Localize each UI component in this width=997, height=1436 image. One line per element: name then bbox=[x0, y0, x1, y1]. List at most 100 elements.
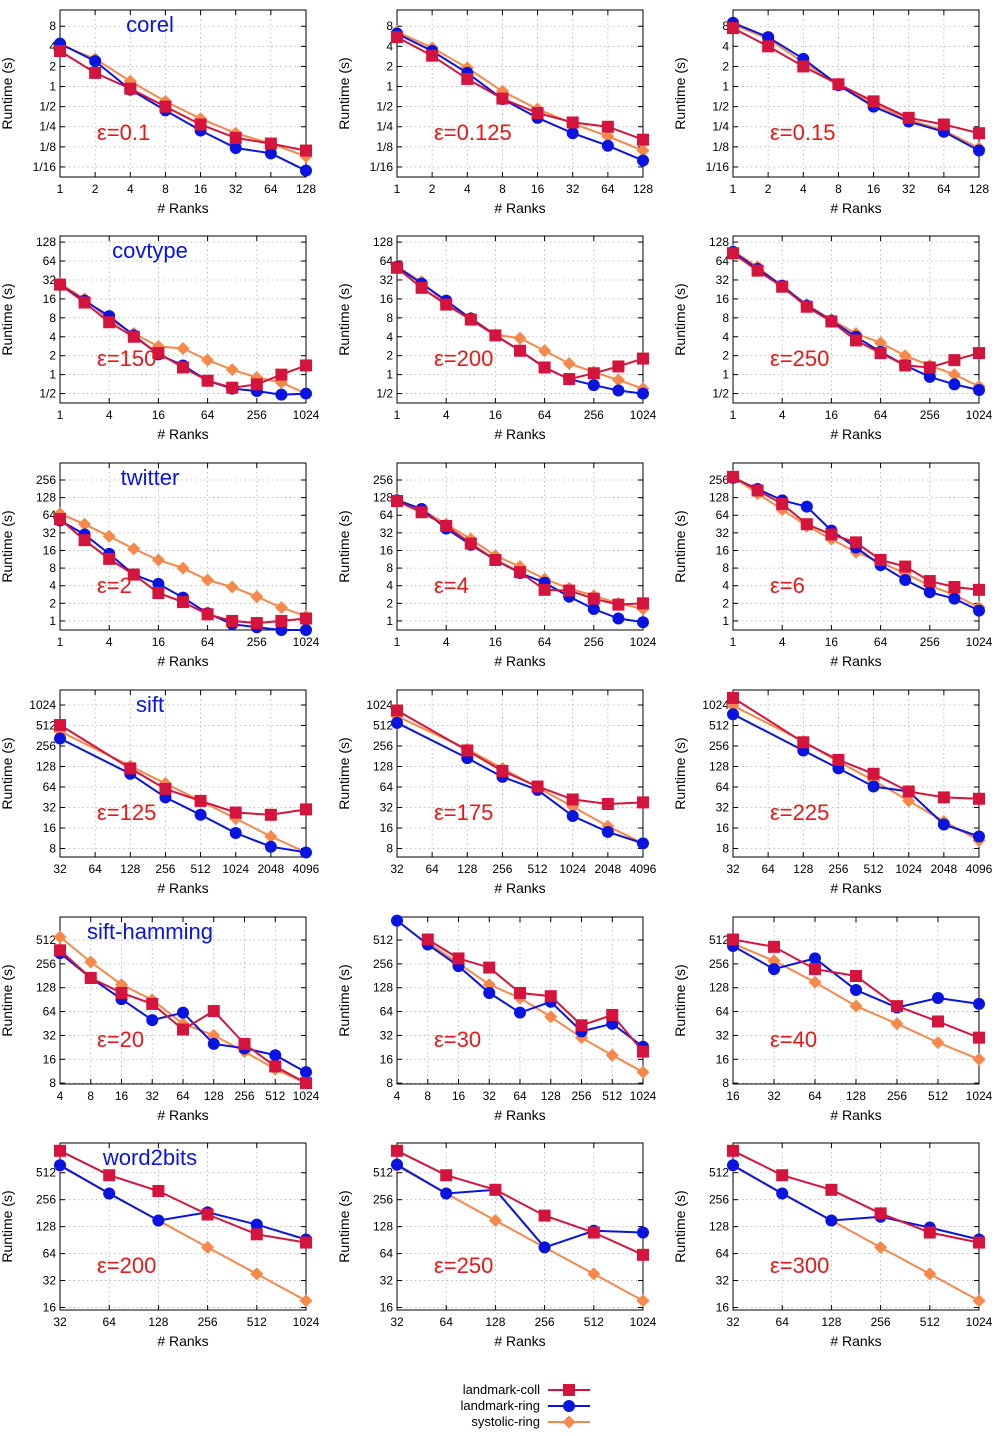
plot-frame bbox=[396, 9, 644, 178]
data-point-systolic-ring bbox=[587, 1267, 601, 1281]
panel-corel-3: 1 2 4 8 16 32 64 128 8 4 2 1 1/2 1/4 1/8 1/16 # Ranks Run… bbox=[672, 9, 989, 216]
data-point-landmark-ring bbox=[391, 914, 403, 927]
y-tick-label: 16 bbox=[43, 821, 57, 835]
y-axis-label: Runtime (s) bbox=[336, 964, 352, 1036]
x-tick-label: 32 bbox=[229, 182, 243, 196]
ticks bbox=[732, 1143, 980, 1310]
x-tick-label: 32 bbox=[902, 182, 916, 196]
y-tick-label: 8 bbox=[386, 19, 393, 33]
data-point-landmark-coll bbox=[115, 986, 128, 999]
y-tick-label: 8 bbox=[386, 841, 393, 855]
y-tick-label: 1/2 bbox=[712, 100, 729, 114]
x-tick-label: 64 bbox=[264, 182, 278, 196]
series-landmark-coll bbox=[54, 45, 312, 157]
y-tick-label: 32 bbox=[43, 526, 57, 540]
y-tick-label: 512 bbox=[709, 1166, 729, 1180]
x-tick-label: 128 bbox=[846, 1089, 866, 1103]
x-tick-label: 4096 bbox=[630, 862, 657, 876]
plot-frame bbox=[59, 235, 307, 404]
data-point-landmark-coll bbox=[201, 1208, 214, 1221]
x-tick-label: 16 bbox=[489, 635, 503, 649]
y-tick-label: 128 bbox=[373, 1220, 393, 1234]
x-tick-label: 1024 bbox=[293, 635, 320, 649]
data-point-systolic-ring bbox=[127, 542, 141, 556]
x-tick-label: 4 bbox=[779, 635, 786, 649]
data-point-landmark-coll bbox=[201, 608, 214, 621]
x-tick-label: 128 bbox=[296, 182, 316, 196]
data-point-systolic-ring bbox=[78, 517, 92, 531]
data-point-systolic-ring bbox=[601, 129, 615, 143]
data-point-landmark-coll bbox=[78, 534, 91, 547]
data-point-systolic-ring bbox=[902, 794, 916, 808]
data-point-systolic-ring bbox=[201, 1240, 215, 1254]
x-tick-label: 256 bbox=[584, 635, 604, 649]
data-point-landmark-coll bbox=[177, 596, 189, 609]
series-landmark-coll bbox=[391, 495, 649, 611]
data-point-landmark-coll bbox=[496, 764, 509, 777]
data-point-landmark-coll bbox=[727, 22, 739, 35]
data-point-systolic-ring bbox=[562, 357, 576, 371]
data-point-landmark-coll bbox=[825, 315, 838, 328]
data-point-landmark-coll bbox=[464, 537, 477, 550]
data-point-landmark-coll bbox=[899, 359, 912, 372]
data-point-landmark-coll bbox=[440, 519, 453, 532]
data-point-systolic-ring bbox=[931, 1036, 945, 1050]
panel-corel-2: 1 2 4 8 16 32 64 128 8 4 2 1 1/2 1/4 1/8 1/16 # Ranks Run… bbox=[336, 9, 653, 216]
series-systolic-ring bbox=[726, 244, 986, 393]
series-landmark-coll bbox=[727, 1144, 985, 1249]
y-axis-label: Runtime (s) bbox=[0, 283, 15, 355]
series-line-landmark-coll bbox=[732, 1149, 980, 1244]
data-point-landmark-ring bbox=[973, 830, 985, 843]
data-point-landmark-ring bbox=[932, 991, 944, 1004]
y-tick-label: 128 bbox=[36, 491, 56, 505]
x-axis-label: # Ranks bbox=[830, 1333, 881, 1349]
data-point-landmark-coll bbox=[727, 470, 739, 483]
data-point-systolic-ring bbox=[808, 975, 822, 989]
x-axis-label: # Ranks bbox=[830, 1107, 881, 1123]
y-tick-label: 8 bbox=[49, 1076, 56, 1090]
data-point-landmark-coll bbox=[201, 374, 214, 387]
data-point-landmark-ring bbox=[923, 586, 936, 599]
data-point-landmark-coll bbox=[937, 118, 950, 131]
x-tick-label: 64 bbox=[776, 1315, 790, 1329]
x-axis-label: # Ranks bbox=[830, 653, 881, 669]
x-tick-label: 32 bbox=[566, 182, 580, 196]
y-tick-label: 256 bbox=[36, 739, 56, 753]
data-point-landmark-coll bbox=[867, 767, 880, 780]
y-tick-label: 32 bbox=[43, 800, 57, 814]
x-tick-label: 1 bbox=[394, 408, 401, 422]
data-point-landmark-coll bbox=[54, 278, 66, 291]
epsilon-label: ε=0.1 bbox=[97, 120, 150, 145]
series-line-landmark-ring bbox=[59, 283, 307, 396]
data-point-landmark-coll bbox=[152, 347, 165, 360]
x-tick-label: 128 bbox=[485, 1315, 505, 1329]
data-point-landmark-coll bbox=[426, 49, 439, 62]
y-tick-label: 64 bbox=[43, 1005, 57, 1019]
data-point-landmark-ring bbox=[937, 818, 950, 831]
y-tick-label: 64 bbox=[716, 780, 730, 794]
data-point-landmark-coll bbox=[637, 1248, 649, 1261]
data-point-systolic-ring bbox=[176, 561, 190, 575]
data-point-landmark-coll bbox=[809, 963, 821, 976]
series-landmark-ring bbox=[727, 1159, 985, 1246]
series-landmark-coll bbox=[54, 513, 312, 630]
x-axis-label: # Ranks bbox=[157, 1333, 208, 1349]
data-point-landmark-ring bbox=[300, 846, 312, 859]
y-tick-label: 64 bbox=[380, 780, 394, 794]
data-point-landmark-coll bbox=[850, 970, 862, 983]
dataset-label: covtype bbox=[112, 238, 188, 263]
data-point-systolic-ring bbox=[207, 1028, 221, 1042]
data-point-landmark-coll bbox=[152, 587, 165, 600]
series-systolic-ring bbox=[726, 937, 986, 1066]
x-tick-label: 2048 bbox=[258, 862, 285, 876]
data-point-landmark-coll bbox=[300, 803, 312, 816]
y-tick-label: 256 bbox=[709, 957, 729, 971]
dataset-label: sift-hamming bbox=[87, 919, 213, 944]
y-tick-label: 1/2 bbox=[39, 100, 56, 114]
epsilon-label: ε=6 bbox=[770, 573, 805, 598]
series-landmark-ring bbox=[727, 708, 985, 843]
y-tick-label: 1/8 bbox=[376, 140, 393, 154]
